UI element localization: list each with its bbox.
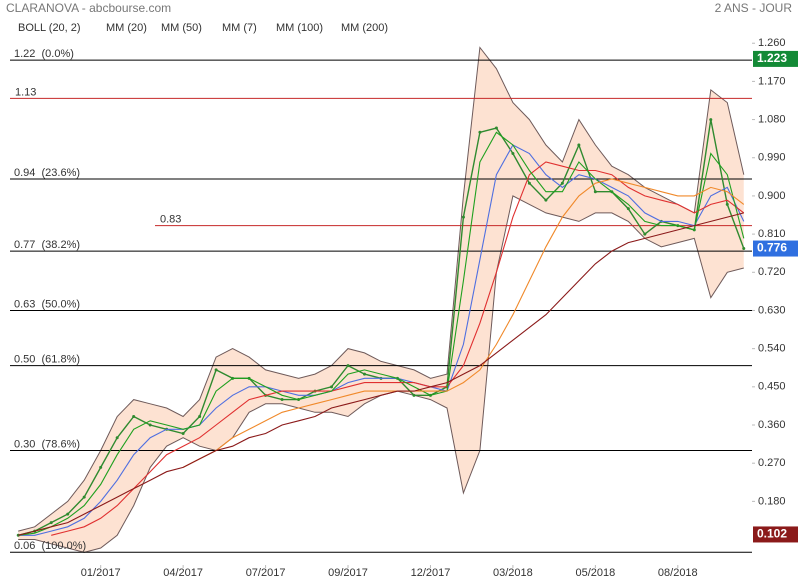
price-point (461, 215, 465, 219)
moving-average (51, 161, 745, 536)
y-tick-label: 0.720 (758, 266, 786, 278)
legend-entry: MM (50) (161, 22, 202, 34)
price-point (363, 372, 367, 376)
price-point (725, 202, 729, 206)
bollinger-band (18, 47, 744, 553)
y-tick-label: 0.990 (758, 152, 786, 164)
price-label-box (753, 50, 798, 67)
x-tick-label: 07/2017 (246, 567, 286, 579)
price-label: 1.223 (757, 51, 787, 65)
resistance-label: 0.83 (160, 214, 181, 226)
legend-entry: MM (100) (276, 22, 323, 34)
fib-label: 0.50 (61.8%) (14, 354, 80, 366)
legend-entry: BOLL (20, 2) (18, 22, 81, 34)
price-label-box (753, 526, 798, 543)
price-point (181, 431, 185, 435)
chart-subtitle: 2 ANS - JOUR (715, 1, 793, 15)
y-tick-label: 0.180 (758, 495, 786, 507)
price-point (82, 495, 86, 499)
price-point (115, 436, 119, 440)
price-point (560, 181, 564, 185)
price-point (214, 368, 218, 372)
y-tick-label: 1.080 (758, 113, 786, 125)
price-label-box (753, 240, 798, 257)
fib-label: 0.94 (23.6%) (14, 167, 80, 179)
legend-entry: MM (7) (222, 22, 257, 34)
x-tick-label: 12/2017 (411, 567, 451, 579)
price-point (544, 198, 548, 202)
x-tick-label: 01/2017 (81, 567, 121, 579)
moving-average (18, 131, 745, 536)
price-point (577, 143, 581, 147)
y-tick-label: 1.260 (758, 37, 786, 49)
moving-average (18, 144, 745, 536)
price-point (49, 521, 53, 525)
y-tick-label: 1.170 (758, 75, 786, 87)
fib-label: 0.63 (50.0%) (14, 298, 80, 310)
y-tick-label: 0.540 (758, 343, 786, 355)
chart-title: CLARANOVA - abcbourse.com (6, 1, 171, 15)
price-point (148, 423, 152, 427)
moving-average (18, 212, 744, 536)
x-tick-label: 04/2017 (163, 567, 203, 579)
price-point (527, 181, 531, 185)
price-point (412, 393, 416, 397)
fib-label: 0.77 (38.2%) (14, 239, 80, 251)
fib-label: 1.22 (0.0%) (14, 48, 74, 60)
price-label: 0.776 (757, 241, 787, 255)
price-point (330, 385, 334, 389)
y-tick-label: 0.900 (758, 190, 786, 202)
price-point (346, 364, 350, 368)
price-point (478, 130, 482, 134)
y-tick-label: 0.360 (758, 419, 786, 431)
x-tick-label: 08/2018 (658, 567, 698, 579)
fib-label: 0.06 (100.0%) (14, 540, 86, 552)
price-point (709, 118, 713, 122)
y-tick-label: 0.450 (758, 381, 786, 393)
bollinger-upper (18, 46, 745, 532)
legend-entry: MM (200) (341, 22, 388, 34)
price-point (742, 247, 746, 251)
price-point (593, 190, 597, 194)
price-point (132, 415, 136, 419)
fib-label: 0.30 (78.6%) (14, 438, 80, 450)
y-tick-label: 0.810 (758, 228, 786, 240)
price-point (494, 126, 498, 130)
price-point (511, 152, 515, 156)
y-tick-label: 0.270 (758, 457, 786, 469)
x-tick-label: 05/2018 (575, 567, 615, 579)
resistance-label: 1.13 (15, 86, 36, 98)
price-point (198, 415, 202, 419)
x-tick-label: 03/2018 (493, 567, 533, 579)
price-point (626, 207, 630, 211)
price-point (643, 232, 647, 236)
price-point (66, 512, 70, 516)
x-tick-label: 09/2017 (328, 567, 368, 579)
price-point (99, 465, 103, 469)
price-point (280, 398, 284, 402)
moving-average (182, 178, 745, 468)
y-tick-label: 0.630 (758, 304, 786, 316)
price-label: 0.102 (757, 527, 787, 541)
legend-entry: MM (20) (106, 22, 147, 34)
